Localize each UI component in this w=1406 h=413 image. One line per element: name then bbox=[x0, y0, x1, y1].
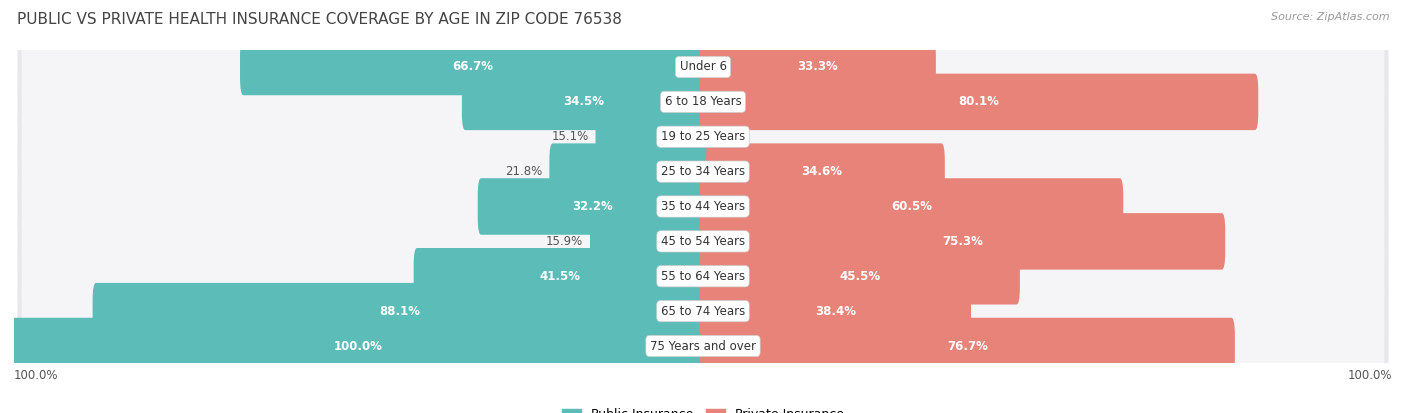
FancyBboxPatch shape bbox=[461, 74, 706, 130]
FancyBboxPatch shape bbox=[700, 248, 1019, 304]
Text: Source: ZipAtlas.com: Source: ZipAtlas.com bbox=[1271, 12, 1389, 22]
Text: 21.8%: 21.8% bbox=[505, 165, 543, 178]
Text: 0.0%: 0.0% bbox=[713, 130, 742, 143]
FancyBboxPatch shape bbox=[240, 39, 706, 95]
Text: 65 to 74 Years: 65 to 74 Years bbox=[661, 305, 745, 318]
Text: 45.5%: 45.5% bbox=[839, 270, 880, 283]
FancyBboxPatch shape bbox=[700, 74, 1258, 130]
FancyBboxPatch shape bbox=[478, 178, 706, 235]
FancyBboxPatch shape bbox=[21, 144, 1385, 199]
FancyBboxPatch shape bbox=[591, 213, 706, 270]
Text: 25 to 34 Years: 25 to 34 Years bbox=[661, 165, 745, 178]
FancyBboxPatch shape bbox=[21, 39, 1385, 95]
Legend: Public Insurance, Private Insurance: Public Insurance, Private Insurance bbox=[557, 403, 849, 413]
FancyBboxPatch shape bbox=[21, 178, 1385, 235]
Text: 76.7%: 76.7% bbox=[946, 339, 987, 353]
FancyBboxPatch shape bbox=[21, 214, 1385, 269]
FancyBboxPatch shape bbox=[700, 318, 1234, 374]
Text: 45 to 54 Years: 45 to 54 Years bbox=[661, 235, 745, 248]
FancyBboxPatch shape bbox=[700, 213, 1225, 270]
Text: Under 6: Under 6 bbox=[679, 60, 727, 74]
Text: 100.0%: 100.0% bbox=[14, 369, 59, 382]
Text: 33.3%: 33.3% bbox=[797, 60, 838, 74]
FancyBboxPatch shape bbox=[11, 318, 706, 374]
FancyBboxPatch shape bbox=[17, 278, 1389, 344]
FancyBboxPatch shape bbox=[413, 248, 706, 304]
Text: 100.0%: 100.0% bbox=[1347, 369, 1392, 382]
FancyBboxPatch shape bbox=[21, 109, 1385, 165]
FancyBboxPatch shape bbox=[17, 313, 1389, 379]
Text: 6 to 18 Years: 6 to 18 Years bbox=[665, 95, 741, 108]
FancyBboxPatch shape bbox=[17, 174, 1389, 239]
Text: 100.0%: 100.0% bbox=[335, 339, 382, 353]
Text: 41.5%: 41.5% bbox=[540, 270, 581, 283]
Text: 80.1%: 80.1% bbox=[959, 95, 1000, 108]
Text: 15.9%: 15.9% bbox=[546, 235, 583, 248]
Text: 88.1%: 88.1% bbox=[380, 305, 420, 318]
FancyBboxPatch shape bbox=[700, 178, 1123, 235]
FancyBboxPatch shape bbox=[700, 283, 972, 339]
Text: 60.5%: 60.5% bbox=[891, 200, 932, 213]
FancyBboxPatch shape bbox=[17, 209, 1389, 274]
Text: 38.4%: 38.4% bbox=[814, 305, 856, 318]
Text: 32.2%: 32.2% bbox=[572, 200, 613, 213]
FancyBboxPatch shape bbox=[21, 74, 1385, 130]
FancyBboxPatch shape bbox=[550, 143, 706, 200]
Text: 55 to 64 Years: 55 to 64 Years bbox=[661, 270, 745, 283]
Text: PUBLIC VS PRIVATE HEALTH INSURANCE COVERAGE BY AGE IN ZIP CODE 76538: PUBLIC VS PRIVATE HEALTH INSURANCE COVER… bbox=[17, 12, 621, 27]
FancyBboxPatch shape bbox=[700, 143, 945, 200]
FancyBboxPatch shape bbox=[17, 34, 1389, 100]
FancyBboxPatch shape bbox=[700, 39, 936, 95]
Text: 75 Years and over: 75 Years and over bbox=[650, 339, 756, 353]
FancyBboxPatch shape bbox=[21, 318, 1385, 374]
Text: 34.5%: 34.5% bbox=[564, 95, 605, 108]
FancyBboxPatch shape bbox=[93, 283, 706, 339]
Text: 66.7%: 66.7% bbox=[453, 60, 494, 74]
Text: 75.3%: 75.3% bbox=[942, 235, 983, 248]
FancyBboxPatch shape bbox=[17, 244, 1389, 309]
FancyBboxPatch shape bbox=[17, 139, 1389, 204]
FancyBboxPatch shape bbox=[21, 283, 1385, 339]
FancyBboxPatch shape bbox=[596, 109, 706, 165]
Text: 15.1%: 15.1% bbox=[551, 130, 589, 143]
FancyBboxPatch shape bbox=[21, 248, 1385, 304]
Text: 34.6%: 34.6% bbox=[801, 165, 842, 178]
Text: 19 to 25 Years: 19 to 25 Years bbox=[661, 130, 745, 143]
FancyBboxPatch shape bbox=[17, 104, 1389, 169]
FancyBboxPatch shape bbox=[17, 69, 1389, 135]
Text: 35 to 44 Years: 35 to 44 Years bbox=[661, 200, 745, 213]
